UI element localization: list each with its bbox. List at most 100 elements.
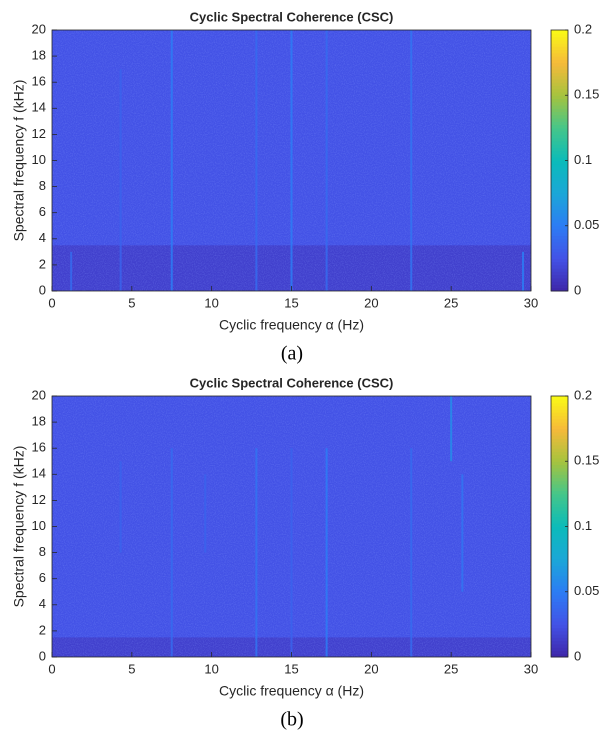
- colorbar-segment: [551, 608, 568, 612]
- y-tick-label: 20: [32, 21, 46, 36]
- colorbar-segment: [551, 441, 568, 446]
- colorbar-segment: [551, 428, 568, 433]
- y-tick-label: 16: [32, 440, 46, 455]
- x-axis-label: Cyclic frequency α (Hz): [219, 317, 364, 333]
- colorbar-segment: [551, 137, 568, 142]
- colorbar-segment: [551, 474, 568, 479]
- colorbar-segment: [551, 173, 568, 178]
- colorbar-segment: [551, 431, 568, 436]
- streak: [70, 251, 73, 291]
- colorbar-segment: [551, 98, 568, 103]
- colorbar-segment: [551, 274, 568, 279]
- colorbar-tick-label: 0: [574, 648, 581, 663]
- streak: [461, 474, 464, 592]
- colorbar-segment: [551, 251, 568, 256]
- colorbar-segment: [551, 519, 568, 524]
- colorbar-segment: [551, 167, 568, 171]
- y-tick-label: 18: [32, 48, 46, 63]
- colorbar-segment: [551, 215, 568, 220]
- x-tick-label: 30: [524, 661, 538, 676]
- colorbar-segment: [551, 258, 568, 263]
- colorbar-segment: [551, 163, 568, 168]
- streak: [119, 461, 122, 553]
- colorbar-segment: [551, 588, 568, 593]
- colorbar-segment: [551, 202, 568, 207]
- colorbar-segment: [551, 399, 568, 404]
- x-axis-label: Cyclic frequency α (Hz): [219, 683, 364, 699]
- x-tick-label: 0: [48, 661, 55, 676]
- colorbar-segment: [551, 75, 568, 80]
- colorbar-segment: [551, 477, 568, 482]
- colorbar-segment: [551, 650, 568, 655]
- colorbar-segment: [551, 634, 568, 638]
- colorbar-segment: [551, 186, 568, 191]
- colorbar-segment: [551, 281, 568, 285]
- x-tick-label: 15: [284, 295, 298, 310]
- colorbar-segment: [551, 640, 568, 645]
- colorbar-segment: [551, 88, 568, 93]
- colorbar-segment: [551, 493, 568, 498]
- colorbar-segment: [551, 127, 568, 132]
- colorbar-segment: [551, 461, 568, 466]
- colorbar-segment: [551, 513, 568, 518]
- colorbar-segment: [551, 46, 568, 51]
- streak: [255, 30, 258, 291]
- colorbar-segment: [551, 153, 568, 158]
- colorbar-segment: [551, 121, 568, 126]
- chart-title: Cyclic Spectral Coherence (CSC): [190, 9, 394, 24]
- colorbar-segment: [551, 451, 568, 456]
- y-tick-label: 2: [39, 256, 46, 271]
- colorbar-segment: [551, 591, 568, 596]
- colorbar-segment: [551, 598, 568, 603]
- colorbar-segment: [551, 643, 568, 648]
- colorbar-tick-label: 0.1: [574, 518, 592, 533]
- colorbar-segment: [551, 396, 568, 400]
- colorbar-segment: [551, 611, 568, 616]
- colorbar-segment: [551, 627, 568, 632]
- x-tick-label: 5: [128, 661, 135, 676]
- x-tick-label: 20: [364, 295, 378, 310]
- colorbar-segment: [551, 516, 568, 521]
- colorbar-segment: [551, 422, 568, 426]
- streak: [204, 474, 207, 553]
- colorbar-segment: [551, 444, 568, 449]
- colorbar-segment: [551, 487, 568, 492]
- y-tick-label: 20: [32, 387, 46, 402]
- colorbar-segment: [551, 150, 568, 155]
- colorbar-segment: [551, 562, 568, 567]
- colorbar-segment: [551, 43, 568, 47]
- colorbar-segment: [551, 503, 568, 508]
- x-tick-label: 5: [128, 295, 135, 310]
- colorbar-segment: [551, 510, 568, 514]
- y-tick-label: 16: [32, 74, 46, 89]
- colorbar-segment: [551, 536, 568, 541]
- colorbar-tick-label: 0: [574, 282, 581, 297]
- colorbar-segment: [551, 287, 568, 292]
- colorbar-segment: [551, 49, 568, 54]
- colorbar-segment: [551, 124, 568, 129]
- colorbar-segment: [551, 630, 568, 635]
- colorbar-segment: [551, 209, 568, 214]
- colorbar-segment: [551, 39, 568, 44]
- colorbar-segment: [551, 624, 568, 629]
- colorbar-segment: [551, 131, 568, 135]
- colorbar-segment: [551, 402, 568, 407]
- x-tick-label: 0: [48, 295, 55, 310]
- colorbar-segment: [551, 62, 568, 67]
- y-axis-label: Spectral frequency f (kHz): [11, 446, 27, 608]
- streak: [290, 30, 293, 291]
- colorbar-tick-label: 0.2: [574, 21, 592, 36]
- colorbar-segment: [551, 189, 568, 194]
- colorbar-segment: [551, 539, 568, 544]
- colorbar-segment: [551, 438, 568, 443]
- colorbar-segment: [551, 105, 568, 109]
- colorbar-segment: [551, 435, 568, 439]
- colorbar-segment: [551, 575, 568, 580]
- streak: [410, 30, 413, 291]
- colorbar-segment: [551, 572, 568, 576]
- colorbar-segment: [551, 565, 568, 570]
- colorbar-segment: [551, 235, 568, 240]
- colorbar-segment: [551, 114, 568, 119]
- colorbar-segment: [551, 36, 568, 41]
- colorbar-segment: [551, 480, 568, 485]
